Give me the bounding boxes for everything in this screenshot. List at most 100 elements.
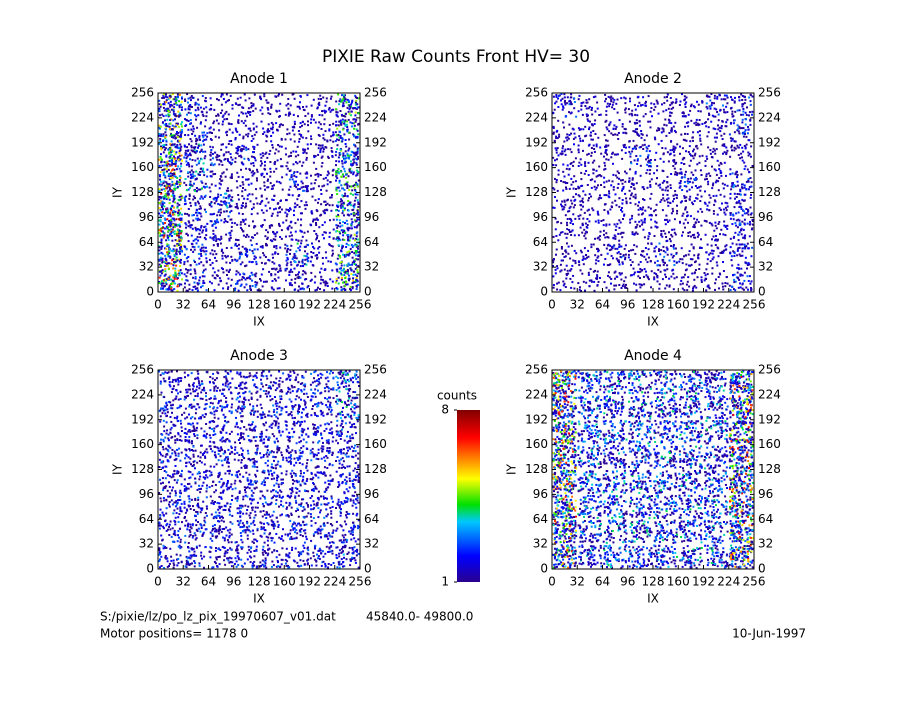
- heatmap-cell: [335, 192, 360, 218]
- heatmap-cell: [628, 395, 653, 420]
- heatmap-cell: [629, 192, 653, 217]
- heatmap-cell: [703, 193, 729, 216]
- heatmap-cell: [259, 370, 285, 395]
- heatmap-cell: [653, 268, 678, 291]
- heatmap-cell: [158, 267, 184, 292]
- heatmap-cell: [578, 544, 603, 568]
- y-tick-label: 256: [525, 86, 548, 100]
- x-tick-label: 128: [248, 575, 271, 589]
- heatmap-cell: [259, 267, 282, 292]
- heatmap-cell: [284, 395, 309, 420]
- y-tick-label: 96: [533, 487, 548, 501]
- heatmap-cell: [183, 394, 208, 420]
- heatmap-cell: [158, 217, 183, 243]
- heatmap-cell: [552, 242, 578, 268]
- heatmap-cell: [627, 545, 653, 569]
- heatmap-cell: [678, 370, 704, 395]
- heatmap-cell: [158, 242, 183, 267]
- heatmap-cell: [234, 242, 259, 268]
- heatmap-cell: [309, 242, 334, 267]
- y-tick-label: 224: [525, 110, 548, 124]
- heatmap-cell: [552, 419, 577, 445]
- heatmap-cell: [628, 519, 653, 544]
- plot-frame: [157, 369, 361, 570]
- heatmap-cell: [285, 370, 308, 395]
- y-tick-label-right: 224: [364, 387, 387, 401]
- y-tick-label: 192: [525, 135, 548, 149]
- heatmap-cell: [604, 93, 627, 116]
- heatmap-cell: [158, 370, 183, 395]
- y-tick-label-right: 224: [758, 387, 781, 401]
- heatmap-cell: [577, 193, 603, 218]
- colorbar-label: counts: [437, 389, 477, 403]
- heatmap-cell: [603, 192, 628, 217]
- heatmap-cell: [678, 494, 704, 520]
- heatmap-cell: [577, 395, 603, 420]
- heatmap-cell: [310, 118, 335, 143]
- x-tick-label: 128: [248, 298, 271, 312]
- heatmap-cell: [208, 420, 233, 444]
- heatmap-cell: [729, 192, 753, 217]
- x-tick-label: 192: [692, 298, 715, 312]
- x-tick-label: 224: [717, 575, 740, 589]
- heatmap-cell: [628, 444, 653, 470]
- heatmap-cell: [335, 93, 360, 118]
- y-tick-label: 32: [533, 260, 548, 274]
- y-tick-label: 96: [533, 210, 548, 224]
- heatmap-cell: [704, 544, 729, 569]
- heatmap-cell: [158, 118, 184, 143]
- heatmap-cell: [577, 494, 603, 519]
- heatmap-cell: [577, 370, 603, 394]
- heatmap-cell: [234, 143, 259, 167]
- x-tick-label: 160: [273, 575, 296, 589]
- heatmap-cell: [653, 445, 678, 469]
- heatmap-cell: [552, 119, 577, 143]
- heatmap-cell: [234, 420, 258, 444]
- y-tick-label: 224: [131, 110, 154, 124]
- heatmap-cell: [703, 267, 729, 292]
- heatmap-cell: [679, 545, 703, 569]
- heatmap-cell: [577, 444, 603, 469]
- y-tick-label: 256: [131, 86, 154, 100]
- x-tick-label: 64: [201, 575, 216, 589]
- heatmap-cell: [208, 445, 234, 468]
- heatmap-cell: [653, 519, 678, 544]
- heatmap-cell: [629, 217, 653, 240]
- heatmap-cell: [259, 167, 284, 191]
- y-tick-label-right: 256: [364, 363, 387, 377]
- y-tick-label-right: 192: [758, 135, 781, 149]
- x-tick-label: 224: [323, 298, 346, 312]
- heatmap-cell: [209, 519, 234, 544]
- heatmap-cell: [653, 242, 678, 267]
- heatmap-cell: [233, 218, 259, 242]
- heatmap-cell: [233, 444, 259, 469]
- heatmap-cell: [309, 370, 335, 395]
- heatmap-cell: [234, 93, 257, 118]
- heatmap-cell: [208, 242, 234, 266]
- y-tick-label: 96: [139, 210, 154, 224]
- y-tick-label-right: 256: [364, 86, 387, 100]
- x-tick-label: 160: [667, 575, 690, 589]
- heatmap-cell: [335, 544, 360, 569]
- heatmap-cell: [334, 143, 360, 168]
- heatmap-cell: [552, 469, 577, 495]
- heatmap-cell: [208, 370, 234, 395]
- heatmap-cell: [577, 268, 601, 292]
- y-tick-label: 128: [131, 462, 154, 476]
- heatmap-cell: [310, 94, 335, 118]
- heatmap-cell: [678, 420, 704, 444]
- y-tick-label-right: 160: [758, 437, 781, 451]
- heatmap-cell: [183, 495, 208, 519]
- y-tick-label-right: 256: [758, 86, 781, 100]
- y-tick-label-right: 96: [364, 487, 379, 501]
- heatmap-cell: [159, 494, 183, 520]
- heatmap-cell: [183, 142, 207, 168]
- x-tick-label: 96: [226, 575, 241, 589]
- x-tick-label: 96: [620, 575, 635, 589]
- heatmap-cell: [208, 395, 234, 420]
- heatmap-cell: [309, 544, 335, 569]
- heatmap-cell: [260, 120, 284, 143]
- heatmap-cell: [703, 118, 729, 143]
- heatmap-cell: [728, 420, 754, 445]
- heatmap-cell: [678, 395, 703, 420]
